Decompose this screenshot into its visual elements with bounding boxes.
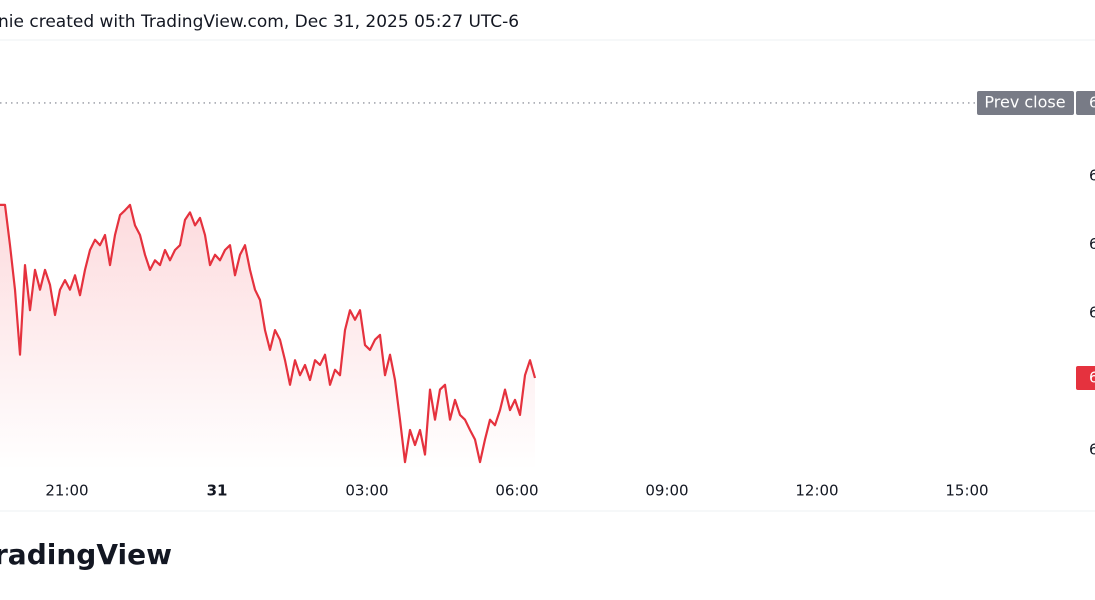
last-price-badge — [1076, 365, 1095, 390]
area — [0, 204, 535, 470]
y-tick-label: 6 — [1089, 167, 1095, 185]
price-line — [0, 203, 537, 464]
x-tick-label: 09:00 — [645, 482, 688, 500]
x-tick-label: 15:00 — [945, 482, 988, 500]
x-tick-label: 06:00 — [495, 482, 538, 500]
y-tick-label: 6 — [1089, 303, 1095, 321]
y-tick-label: 6 — [1089, 235, 1095, 253]
logo: radingView — [0, 538, 172, 571]
x-tick-label: 31 — [207, 482, 228, 500]
y-tick-label: 6 — [1089, 440, 1095, 458]
last-price-label: 6 — [1089, 368, 1095, 386]
prev-close-badge — [977, 90, 1074, 115]
x-tick-label: 12:00 — [795, 482, 838, 500]
prev-close-price-label: 6 — [1089, 93, 1095, 111]
x-tick-label: 03:00 — [345, 482, 388, 500]
chart-title: nie created with TradingView.com, Dec 31… — [0, 12, 519, 32]
prev-close-price-badge — [1076, 90, 1095, 115]
prev-close-label: Prev close — [984, 92, 1065, 111]
x-tick-label: 21:00 — [45, 482, 88, 500]
